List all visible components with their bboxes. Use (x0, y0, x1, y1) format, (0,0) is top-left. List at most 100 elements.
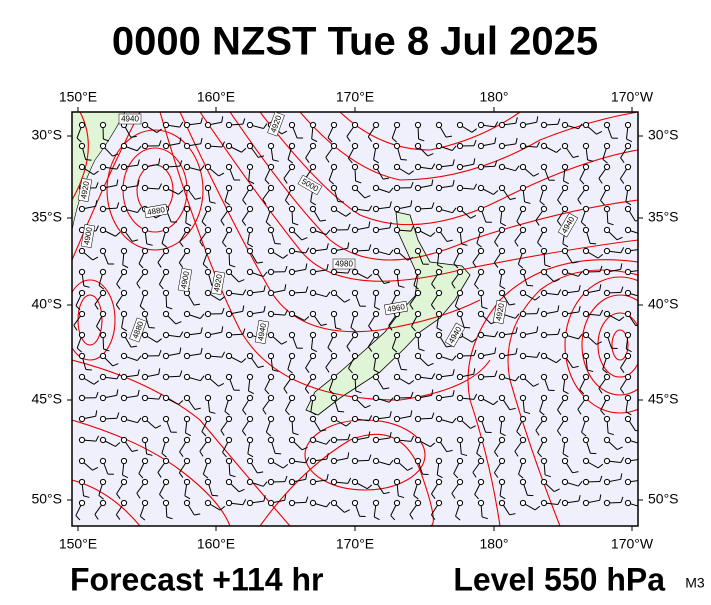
barb-station (331, 437, 336, 442)
barb-station (100, 143, 105, 148)
barb-station (478, 458, 483, 463)
barb-station (541, 143, 546, 148)
barb-station (79, 374, 84, 379)
barb-station (604, 311, 609, 316)
barb-station (562, 416, 567, 421)
barb-station (583, 458, 588, 463)
barb-station (205, 206, 210, 211)
barb-station (457, 458, 462, 463)
barb-station (583, 311, 588, 316)
barb-station (394, 248, 399, 253)
barb-station (520, 143, 525, 148)
barb-station (142, 185, 147, 190)
barb-station (436, 143, 441, 148)
barb-station (352, 143, 357, 148)
barb-station (415, 395, 420, 400)
barb-station (205, 500, 210, 505)
barb-station (121, 164, 126, 169)
barb-station (394, 479, 399, 484)
barb-station (79, 164, 84, 169)
barb-station (604, 395, 609, 400)
barb-station (247, 164, 252, 169)
barb-station (121, 416, 126, 421)
barb-flag (641, 230, 645, 235)
barb-station (583, 206, 588, 211)
barb-station (604, 374, 609, 379)
barb-station (163, 269, 168, 274)
barb-station (373, 269, 378, 274)
barb-station (520, 332, 525, 337)
barb-station (247, 416, 252, 421)
barb-station (79, 122, 84, 127)
barb-station (541, 395, 546, 400)
barb-station (100, 248, 105, 253)
barb-station (310, 290, 315, 295)
barb-station (163, 353, 168, 358)
barb-station (331, 479, 336, 484)
barb-station (415, 458, 420, 463)
barb-station (289, 206, 294, 211)
barb-station (625, 437, 630, 442)
barb-station (226, 458, 231, 463)
barb-station (478, 227, 483, 232)
barb-station (331, 143, 336, 148)
barb-station (121, 332, 126, 337)
barb-station (625, 143, 630, 148)
barb-flag (641, 502, 645, 507)
barb-station (415, 143, 420, 148)
barb-station (415, 311, 420, 316)
barb-station (226, 395, 231, 400)
barb-station (436, 269, 441, 274)
barb-station (415, 122, 420, 127)
barb-station (499, 143, 504, 148)
barb-station (415, 227, 420, 232)
barb-station (310, 437, 315, 442)
barb-station (205, 479, 210, 484)
barb-station (184, 458, 189, 463)
barb-station (268, 416, 273, 421)
barb-station (205, 353, 210, 358)
barb-station (625, 206, 630, 211)
barb-station (457, 164, 462, 169)
barb-station (520, 269, 525, 274)
barb-station (268, 290, 273, 295)
barb-station (499, 395, 504, 400)
title: 0000 NZST Tue 8 Jul 2025 (112, 20, 598, 64)
barb-station (520, 227, 525, 232)
barb-station (478, 437, 483, 442)
barb-station (289, 269, 294, 274)
barb-station (142, 143, 147, 148)
barb-station (415, 248, 420, 253)
barb-station (79, 206, 84, 211)
barb-station (520, 500, 525, 505)
barb-station (394, 437, 399, 442)
barb-station (331, 185, 336, 190)
barb-station (79, 437, 84, 442)
barb-station (625, 353, 630, 358)
barb-station (268, 206, 273, 211)
barb-station (583, 164, 588, 169)
barb-station (541, 332, 546, 337)
barb-station (184, 206, 189, 211)
barb-station (352, 227, 357, 232)
barb-station (289, 248, 294, 253)
barb-station (541, 374, 546, 379)
barb-station (352, 311, 357, 316)
lon-label-top: 170°W (611, 89, 654, 105)
barb-station (625, 500, 630, 505)
barb-station (163, 437, 168, 442)
barb-station (142, 416, 147, 421)
barb-station (415, 164, 420, 169)
barb-station (604, 269, 609, 274)
lat-label-left: 35°S (31, 209, 62, 225)
barb-station (247, 122, 252, 127)
lon-label-top: 180° (480, 89, 509, 105)
barb-station (604, 206, 609, 211)
barb-station (163, 332, 168, 337)
contour-label-text: 4940 (121, 115, 139, 124)
barb-station (352, 395, 357, 400)
barb-station (310, 479, 315, 484)
barb-station (205, 374, 210, 379)
barb-station (331, 395, 336, 400)
barb-station (562, 479, 567, 484)
